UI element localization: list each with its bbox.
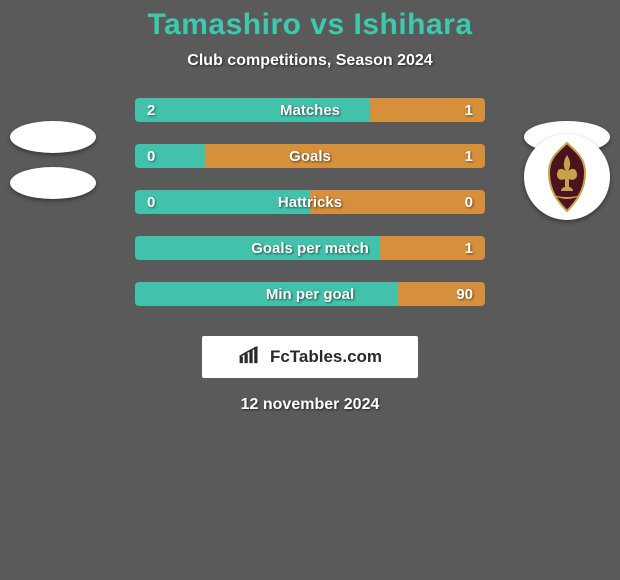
stat-right-value: 1 — [205, 144, 485, 168]
stat-right-value: 1 — [380, 236, 485, 260]
stat-right-value: 90 — [398, 282, 486, 306]
page-title: Tamashiro vs Ishihara — [0, 8, 620, 42]
bars-container: 21Matches 01Goals 00Hattricks 1Goals per m… — [0, 98, 620, 328]
stat-bar: 21Matches — [135, 98, 485, 122]
stat-row: 00Hattricks — [0, 190, 620, 236]
watermark-text: FcTables.com — [270, 347, 382, 367]
bars-logo-icon — [238, 345, 264, 370]
stat-bar: 00Hattricks — [135, 190, 485, 214]
infographic-root: Tamashiro vs Ishihara Club competitions,… — [0, 0, 620, 414]
stat-row: 90Min per goal — [0, 282, 620, 328]
date-text: 12 november 2024 — [0, 396, 620, 414]
watermark: FcTables.com — [202, 336, 418, 378]
stat-left-value — [135, 236, 380, 260]
stat-left-value: 2 — [135, 98, 370, 122]
stat-bar: 01Goals — [135, 144, 485, 168]
stat-right-value: 0 — [310, 190, 485, 214]
stat-row: 21Matches — [0, 98, 620, 144]
stat-left-value: 0 — [135, 190, 310, 214]
stat-left-value: 0 — [135, 144, 205, 168]
subtitle: Club competitions, Season 2024 — [0, 52, 620, 70]
stat-right-value: 1 — [370, 98, 486, 122]
stat-left-value — [135, 282, 398, 306]
stat-bar: 1Goals per match — [135, 236, 485, 260]
stat-bar: 90Min per goal — [135, 282, 485, 306]
stat-row: 01Goals — [0, 144, 620, 190]
stat-row: 1Goals per match — [0, 236, 620, 282]
